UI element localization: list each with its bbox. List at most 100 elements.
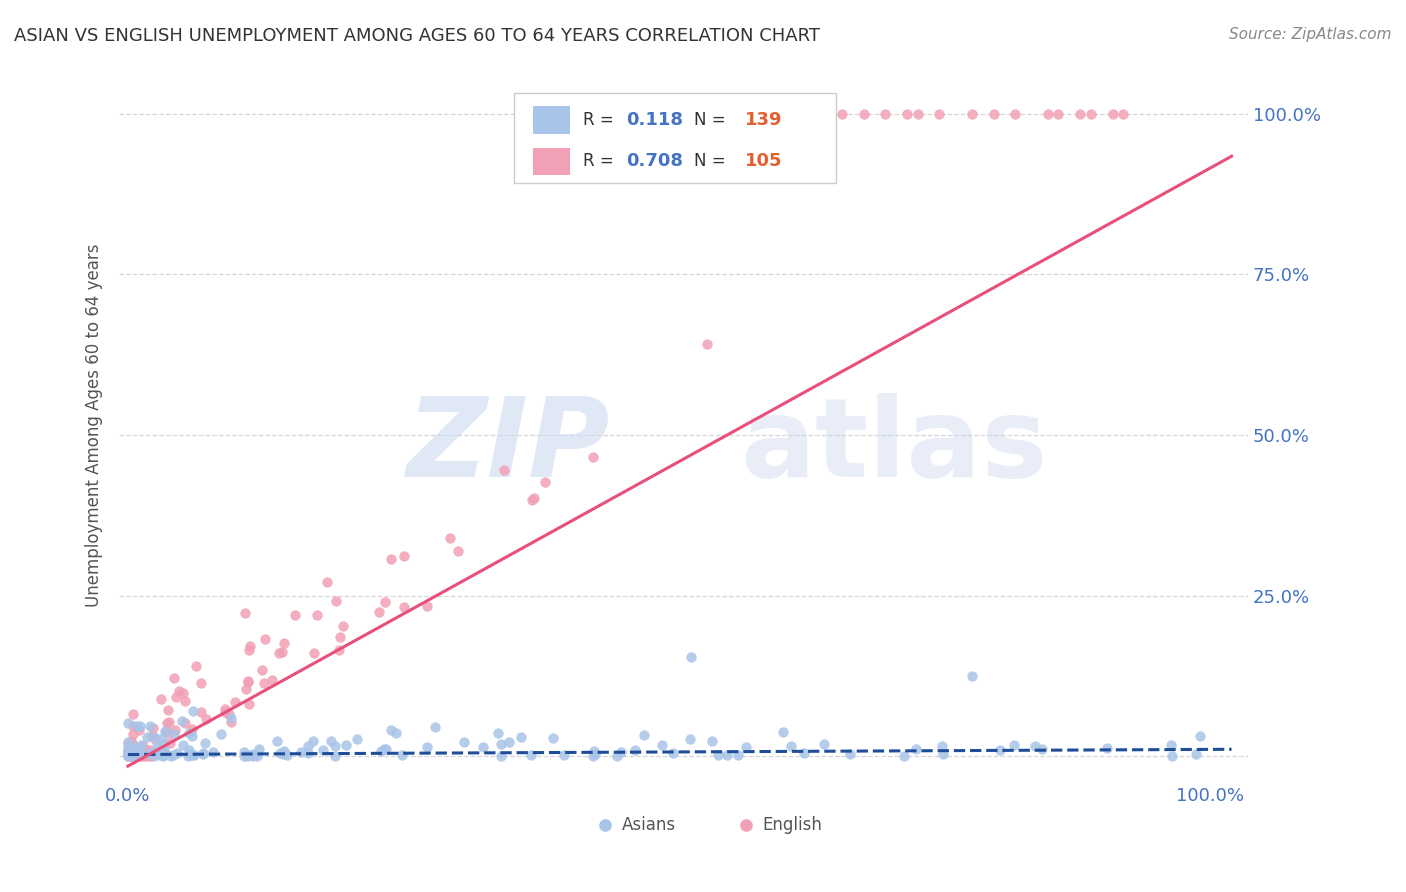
- Point: [118, 746, 141, 760]
- Point: [700, 734, 723, 748]
- Point: [179, 747, 201, 761]
- Point: [290, 745, 312, 759]
- Point: [928, 106, 950, 120]
- Point: [238, 698, 260, 712]
- Point: [679, 649, 702, 664]
- Point: [172, 738, 194, 752]
- Point: [125, 743, 148, 757]
- Point: [163, 723, 186, 737]
- Point: [118, 748, 141, 763]
- Text: 105: 105: [745, 152, 782, 170]
- Point: [139, 749, 162, 764]
- Point: [509, 731, 531, 745]
- Point: [1024, 739, 1046, 754]
- Point: [190, 706, 212, 720]
- Point: [121, 719, 143, 733]
- Point: [1160, 748, 1182, 763]
- Point: [385, 726, 408, 740]
- Point: [1047, 106, 1070, 120]
- Point: [172, 686, 194, 700]
- Point: [960, 669, 983, 683]
- Point: [297, 739, 319, 754]
- Point: [744, 106, 766, 120]
- Text: 0.118: 0.118: [626, 111, 683, 129]
- Point: [193, 747, 215, 761]
- Point: [820, 106, 842, 120]
- Point: [489, 737, 512, 751]
- Point: [128, 743, 150, 757]
- Text: English: English: [762, 816, 823, 834]
- Point: [305, 607, 328, 622]
- Point: [174, 694, 197, 708]
- Text: Source: ZipAtlas.com: Source: ZipAtlas.com: [1229, 27, 1392, 42]
- Point: [117, 735, 139, 749]
- Point: [1188, 730, 1211, 744]
- Point: [319, 733, 342, 747]
- Point: [127, 746, 149, 760]
- Point: [246, 749, 269, 764]
- Text: N =: N =: [693, 111, 731, 129]
- Point: [374, 742, 396, 756]
- Point: [472, 739, 495, 754]
- Point: [534, 475, 557, 489]
- Point: [156, 716, 179, 731]
- Point: [983, 106, 1005, 120]
- Point: [153, 742, 176, 756]
- Point: [117, 747, 139, 761]
- Point: [486, 726, 509, 740]
- Point: [127, 719, 149, 733]
- Point: [380, 723, 402, 738]
- Point: [716, 747, 738, 762]
- Point: [214, 705, 236, 719]
- Text: 0.708: 0.708: [626, 152, 683, 170]
- Point: [271, 645, 294, 659]
- Point: [831, 106, 853, 120]
- Point: [346, 731, 368, 746]
- Point: [727, 747, 749, 762]
- Point: [582, 749, 605, 764]
- Point: [242, 747, 264, 761]
- Point: [262, 673, 284, 687]
- Point: [124, 743, 146, 757]
- Point: [117, 749, 139, 764]
- Point: [170, 714, 193, 728]
- Point: [195, 712, 218, 726]
- Point: [297, 746, 319, 760]
- Point: [696, 337, 718, 351]
- Point: [121, 736, 143, 750]
- Text: ASIAN VS ENGLISH UNEMPLOYMENT AMONG AGES 60 TO 64 YEARS CORRELATION CHART: ASIAN VS ENGLISH UNEMPLOYMENT AMONG AGES…: [14, 27, 820, 45]
- Point: [238, 748, 260, 763]
- Point: [159, 736, 181, 750]
- Point: [118, 749, 141, 764]
- Point: [633, 728, 655, 742]
- Point: [1031, 742, 1053, 756]
- Point: [523, 491, 546, 506]
- Text: N =: N =: [693, 152, 731, 170]
- Point: [149, 748, 172, 763]
- Point: [960, 106, 983, 120]
- Point: [149, 692, 172, 706]
- Point: [162, 748, 184, 763]
- Point: [202, 745, 225, 759]
- Point: [373, 742, 395, 756]
- Point: [1036, 106, 1059, 120]
- Point: [142, 722, 165, 736]
- Point: [316, 574, 339, 589]
- Point: [1101, 106, 1123, 120]
- Point: [735, 740, 758, 755]
- Point: [118, 747, 141, 761]
- Point: [191, 746, 214, 760]
- Point: [117, 737, 139, 751]
- Text: R =: R =: [583, 152, 619, 170]
- Point: [335, 738, 357, 752]
- Point: [247, 742, 270, 756]
- Point: [266, 734, 288, 748]
- Point: [374, 595, 396, 609]
- Point: [128, 749, 150, 764]
- Y-axis label: Unemployment Among Ages 60 to 64 years: Unemployment Among Ages 60 to 64 years: [86, 244, 103, 607]
- Point: [793, 746, 815, 760]
- Point: [1069, 106, 1091, 120]
- Point: [273, 744, 295, 758]
- Point: [181, 729, 204, 743]
- Point: [1080, 106, 1102, 120]
